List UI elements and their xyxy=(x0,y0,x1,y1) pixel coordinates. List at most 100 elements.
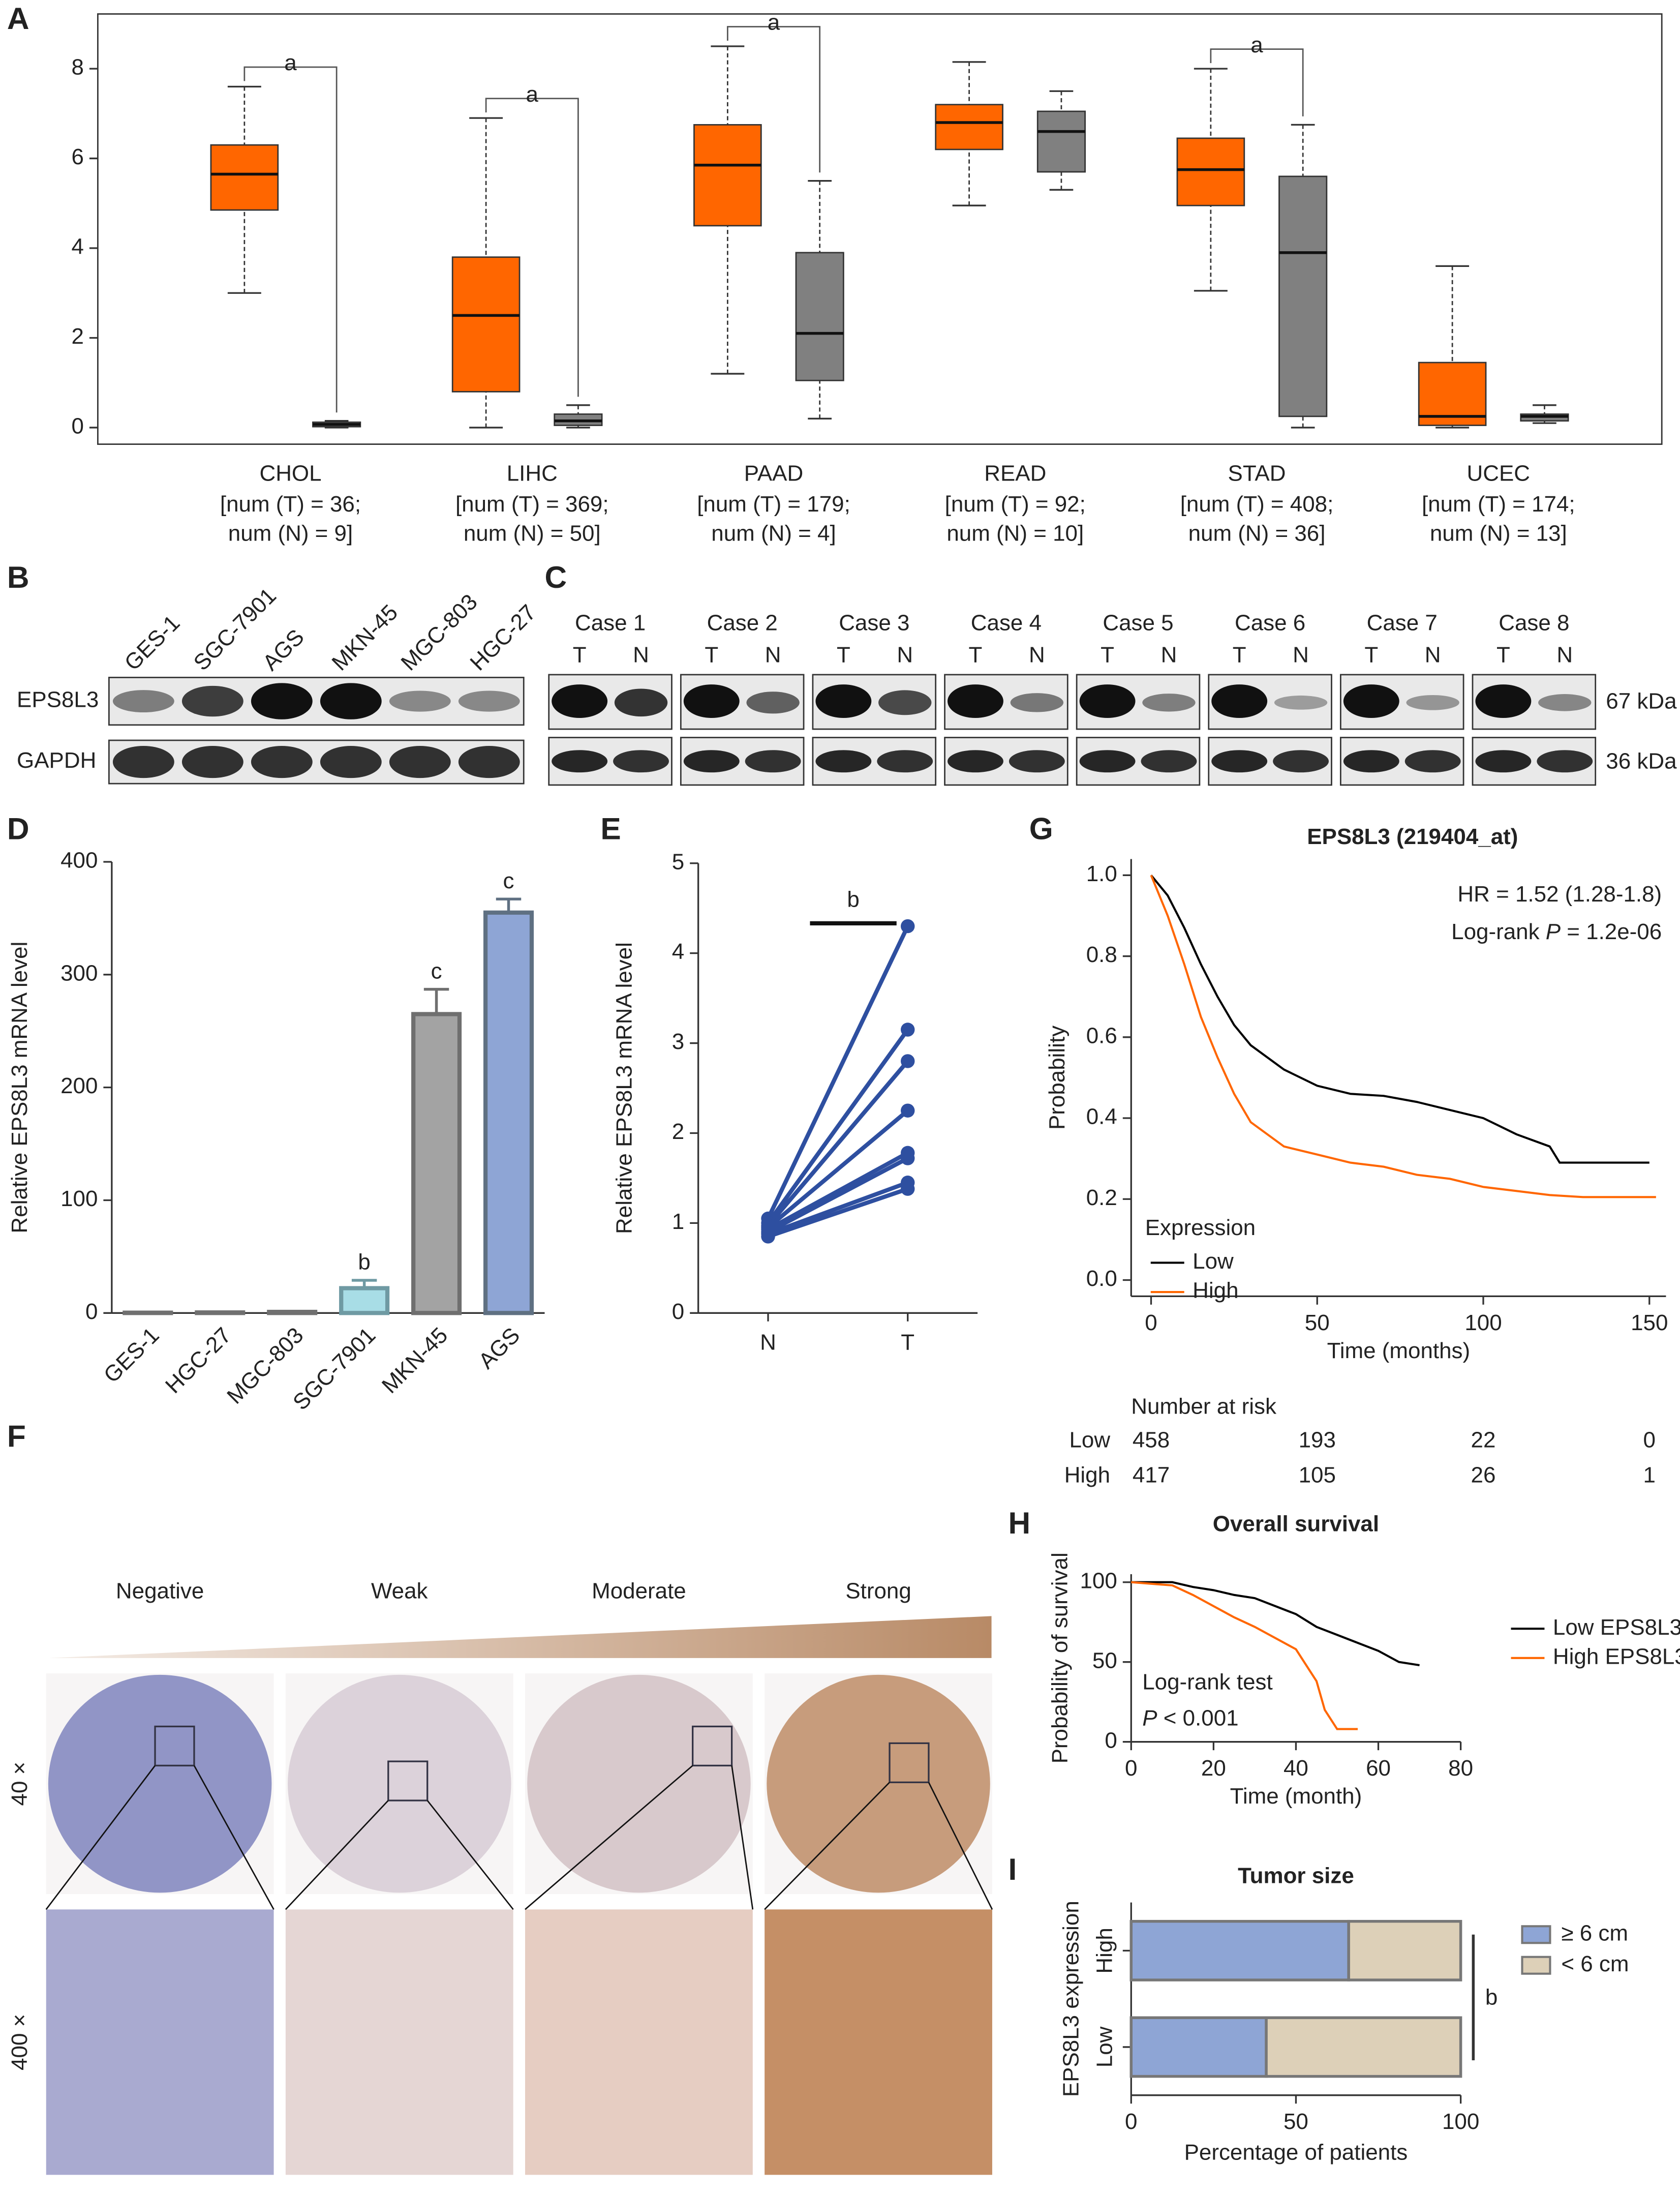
y-tick-label: 0 xyxy=(672,1299,684,1324)
blot-band xyxy=(1475,750,1532,773)
risk-table-title: Number at risk xyxy=(1131,1394,1277,1419)
significance-label: b xyxy=(1485,1985,1498,2010)
zoom-box xyxy=(889,1742,930,1783)
blot-band xyxy=(1079,750,1136,773)
significance-label: a xyxy=(768,10,780,35)
x-tick-label: UCEC xyxy=(1467,461,1531,486)
blot-band xyxy=(389,690,451,712)
category-note: num (N) = 13] xyxy=(1430,521,1567,546)
panel-label: B xyxy=(7,560,29,594)
point xyxy=(901,919,915,934)
x-tick-label: 0 xyxy=(1125,1756,1137,1781)
point xyxy=(901,1023,915,1037)
pair-line xyxy=(766,1060,909,1227)
zoom-box xyxy=(692,1725,733,1767)
risk-value: 0 xyxy=(1643,1428,1656,1453)
panel-label: F xyxy=(7,1419,26,1454)
blot-band xyxy=(1343,684,1399,718)
y-tick-label: 8 xyxy=(71,55,83,80)
lane-label: T xyxy=(1364,643,1378,668)
y-tick-label: 5 xyxy=(672,849,684,874)
case-label: Case 7 xyxy=(1367,611,1438,636)
box xyxy=(1036,110,1086,173)
risk-value: 105 xyxy=(1299,1462,1336,1487)
zoom-line xyxy=(45,1765,156,1910)
box xyxy=(795,252,844,381)
blot-band xyxy=(614,688,668,717)
pair-line xyxy=(767,1151,909,1231)
significance-bracket xyxy=(243,66,338,413)
grade-label: Moderate xyxy=(592,1578,686,1603)
bar xyxy=(339,1286,390,1315)
x-tick-label: T xyxy=(901,1330,914,1355)
blot-band xyxy=(112,690,174,713)
blot-band xyxy=(458,745,520,778)
y-tick-label: 100 xyxy=(1080,1568,1117,1593)
point xyxy=(901,1103,915,1118)
y-tick-label: 2 xyxy=(672,1119,684,1144)
risk-value: 417 xyxy=(1133,1462,1170,1487)
y-tick-label: Low xyxy=(1092,2026,1117,2067)
lane-label: N xyxy=(765,643,781,668)
annotation-run: Log-rank test xyxy=(1142,1669,1272,1694)
category-note: num (N) = 9] xyxy=(228,521,353,546)
point xyxy=(761,1229,775,1244)
bar-segment xyxy=(1129,2016,1268,2078)
annotation-run: = 1.2e-06 xyxy=(1561,919,1662,944)
significance-bracket xyxy=(726,26,821,173)
case-label: Case 3 xyxy=(839,611,909,636)
y-tick-label: 6 xyxy=(71,144,83,169)
zoom-line xyxy=(525,1765,693,1910)
zoom-line xyxy=(285,1800,389,1910)
blot-band xyxy=(1079,684,1136,718)
y-tick-label: 4 xyxy=(71,234,83,259)
zoom-field xyxy=(46,1909,274,2175)
box xyxy=(210,144,279,211)
tissue-core xyxy=(527,1674,751,1893)
x-tick-label: 40 xyxy=(1284,1756,1308,1781)
legend-label: < 6 cm xyxy=(1561,1951,1629,1976)
blot-band xyxy=(877,750,933,773)
tissue-core xyxy=(767,1674,990,1893)
tissue-core xyxy=(288,1674,511,1893)
x-tick-label: PAAD xyxy=(744,461,803,486)
zoom-line xyxy=(928,1782,993,1910)
y-tick-label: 200 xyxy=(60,1073,98,1098)
pair-line xyxy=(767,1187,909,1239)
blot-band xyxy=(1273,750,1329,773)
y-tick-label: 0.4 xyxy=(1086,1104,1117,1129)
blot-band xyxy=(1537,750,1593,773)
pair-line xyxy=(767,1180,909,1236)
plot-frame xyxy=(97,13,1663,445)
lane-label: T xyxy=(837,643,850,668)
zoom-field xyxy=(525,1909,753,2175)
y-tick-label: 0.0 xyxy=(1086,1266,1117,1291)
lane-label: T xyxy=(1496,643,1510,668)
annotation-run: P xyxy=(1546,919,1561,944)
bar xyxy=(483,910,534,1315)
lane-label: N xyxy=(1425,643,1441,668)
x-tick-label: CHOL xyxy=(259,461,321,486)
blot-band xyxy=(1274,695,1328,710)
blot-band xyxy=(1343,750,1399,773)
blot-frame xyxy=(108,739,525,785)
blot-band xyxy=(112,745,174,778)
x-tick-label: 80 xyxy=(1448,1756,1473,1781)
category-note: [num (T) = 369; xyxy=(455,492,609,517)
bar xyxy=(195,1310,246,1315)
blot-band xyxy=(181,685,243,717)
annotation-run: P xyxy=(1142,1705,1157,1730)
box xyxy=(1278,175,1328,417)
y-tick-label: 2 xyxy=(71,324,83,349)
y-tick-label: 0.8 xyxy=(1086,942,1117,967)
blot-frame xyxy=(108,676,525,726)
legend-label: ≥ 6 cm xyxy=(1561,1920,1628,1945)
category-note: num (N) = 50] xyxy=(464,521,601,546)
blot-row-label: GAPDH xyxy=(17,748,96,773)
blot-band xyxy=(1009,750,1065,773)
survival-curve xyxy=(1131,1581,1420,1667)
chart-title: Overall survival xyxy=(1213,1511,1379,1536)
panel-label: H xyxy=(1009,1506,1031,1540)
